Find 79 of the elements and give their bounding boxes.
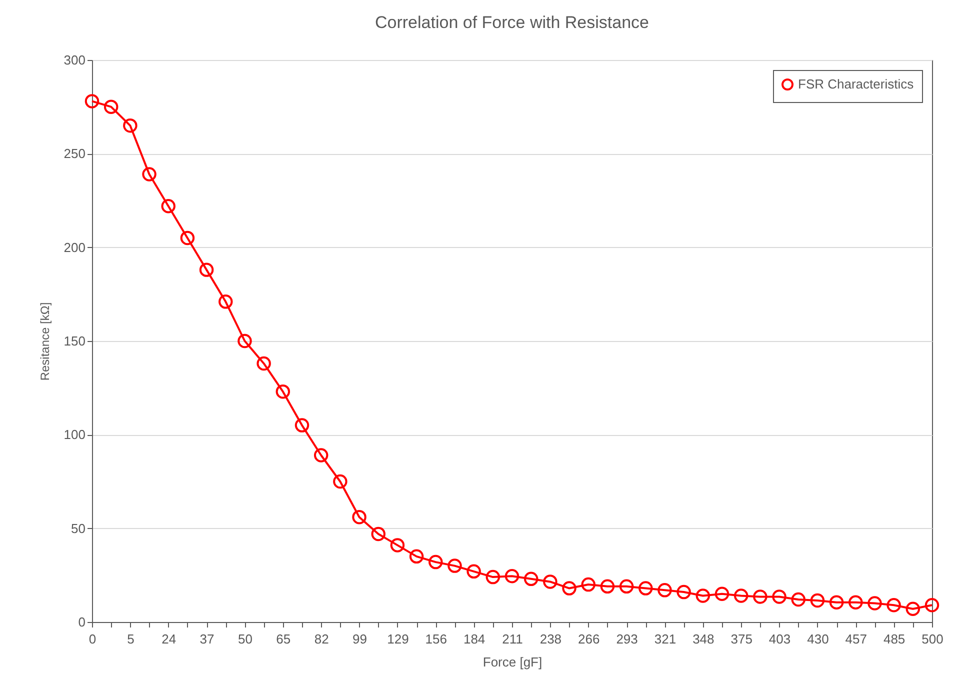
point (734, 588, 748, 603)
point (218, 294, 233, 309)
x-tick-label: 129 (387, 632, 409, 646)
point (161, 199, 176, 214)
point (868, 596, 882, 610)
point (294, 418, 310, 432)
point (696, 588, 710, 603)
y-tick-label: 50 (71, 520, 86, 536)
point (466, 564, 481, 579)
point (753, 590, 768, 604)
x-tick-label: 321 (654, 632, 676, 646)
point (238, 334, 252, 348)
x-tick-label: 485 (883, 632, 906, 646)
x-tick-label: 5 (127, 632, 134, 646)
point (333, 474, 348, 489)
point (638, 581, 653, 596)
x-tick-label: 50 (238, 632, 252, 646)
y-tick-label: 200 (64, 240, 86, 255)
x-tick-label: 375 (730, 632, 752, 646)
point (409, 549, 424, 564)
x-axis-title: Force [gF] (482, 654, 542, 670)
point (886, 598, 901, 612)
y-tick-label: 150 (64, 334, 86, 348)
point (123, 118, 138, 133)
point (791, 592, 806, 607)
y-tick-label: 300 (64, 52, 86, 68)
x-tick-label: 500 (922, 632, 944, 646)
point (581, 577, 596, 592)
point (314, 448, 328, 462)
x-tick-label: 403 (768, 632, 791, 646)
x-tick-label: 293 (616, 632, 638, 646)
point (524, 572, 538, 586)
legend-label: FSR Characteristics (798, 76, 914, 92)
point (371, 526, 386, 542)
point (906, 602, 920, 616)
y-tick-label: 250 (64, 146, 86, 162)
x-tick-label: 430 (807, 632, 829, 646)
point (448, 558, 462, 573)
y-tick-label: 100 (64, 427, 86, 442)
x-tick-label: 348 (692, 632, 714, 646)
y-tick-label: 0 (78, 614, 86, 630)
point (276, 384, 290, 399)
point (84, 94, 100, 108)
x-tick-label: 156 (425, 632, 447, 646)
point (352, 510, 366, 524)
x-tick-label: 65 (276, 632, 291, 646)
x-tick-label: 184 (463, 632, 486, 646)
point (543, 574, 558, 589)
point (772, 590, 786, 604)
point (848, 595, 863, 610)
point (390, 538, 405, 552)
point (199, 262, 214, 277)
point (810, 593, 825, 608)
point (104, 100, 118, 114)
x-tick-label: 82 (314, 632, 329, 646)
point (676, 584, 691, 600)
x-tick-label: 211 (502, 632, 523, 646)
point (829, 595, 844, 610)
x-tick-label: 0 (88, 632, 96, 646)
y-axis-title: Resitance [kΩ] (38, 302, 52, 381)
point (504, 568, 520, 584)
point (658, 583, 672, 598)
point (428, 554, 443, 570)
point (562, 581, 576, 596)
point (714, 586, 730, 602)
point (600, 579, 615, 594)
x-tick-label: 37 (200, 632, 214, 646)
chart-title: Correlation of Force with Resistance (374, 13, 650, 32)
x-tick-label: 99 (352, 632, 368, 646)
point (180, 230, 195, 246)
x-tick-label: 238 (540, 632, 562, 646)
x-tick-label: 457 (845, 632, 867, 646)
x-tick-label: 24 (162, 632, 176, 646)
point (486, 570, 500, 584)
point (142, 167, 156, 182)
point (256, 356, 271, 371)
point (619, 579, 634, 594)
point (924, 598, 940, 612)
x-tick-label: 266 (578, 632, 600, 646)
